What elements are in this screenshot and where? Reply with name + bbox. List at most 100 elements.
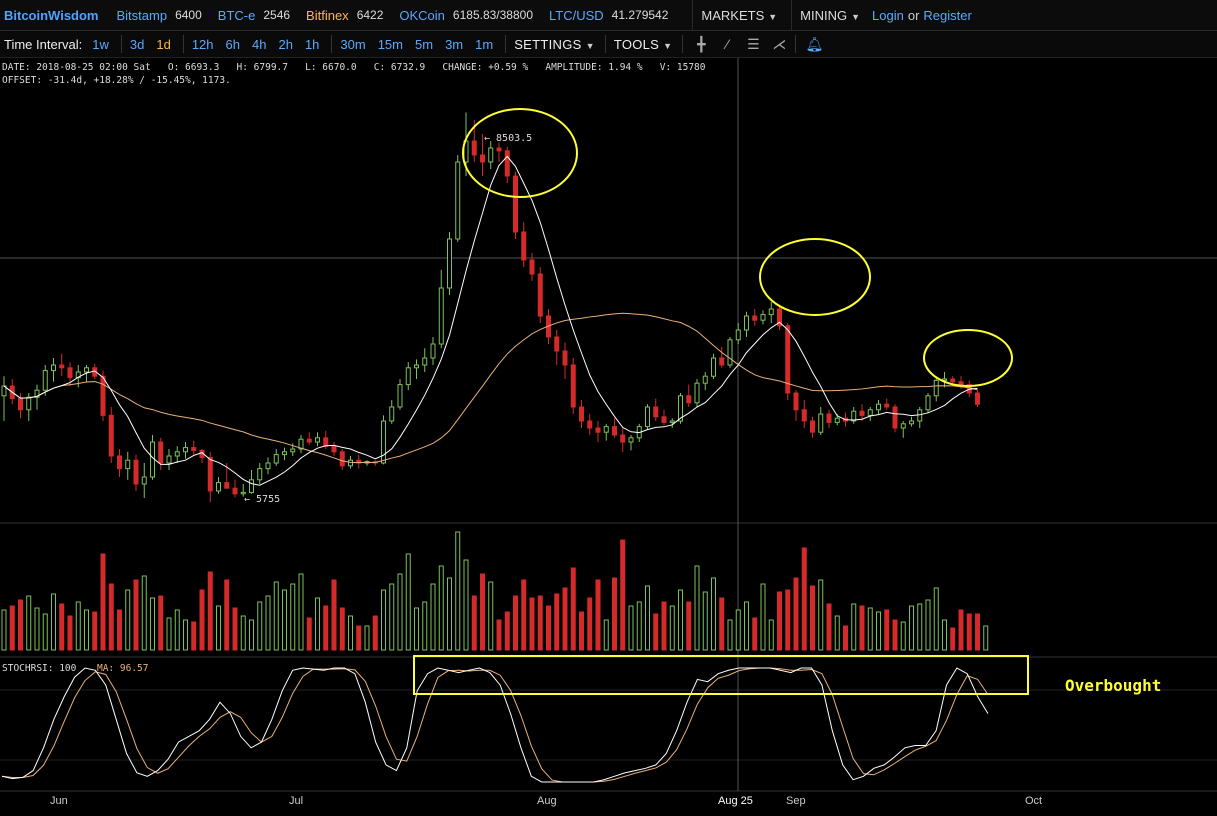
volume-bar (711, 577, 716, 651)
brand-logo[interactable]: BitcoinWisdom (4, 7, 99, 23)
interval-1d[interactable]: 1d (156, 36, 171, 52)
candle-body (84, 367, 89, 373)
candle-body (595, 427, 601, 433)
ticker-btce[interactable]: BTC-e 2546 (218, 8, 290, 23)
volume-bar (356, 625, 362, 651)
settings-menu[interactable]: SETTINGS ▼ (514, 37, 595, 52)
interval-15m[interactable]: 15m (377, 36, 403, 52)
ticker-name: Bitstamp (116, 7, 168, 23)
annotations (413, 108, 1029, 695)
fan-lines-icon[interactable]: ⋌ (772, 35, 787, 52)
candle-body (554, 336, 560, 352)
interval-2h[interactable]: 2h (278, 36, 293, 52)
ticker-ltcusd[interactable]: LTC/USD 41.279542 (549, 8, 668, 23)
candle-body (694, 382, 700, 404)
candle-body (909, 420, 914, 425)
volume-bar (430, 583, 436, 651)
interval-6h[interactable]: 6h (225, 36, 240, 52)
volume-bar (480, 573, 485, 651)
volume-bar (562, 587, 568, 651)
volume-bar (843, 625, 848, 651)
volume-bar (389, 583, 395, 651)
candle-body (422, 357, 428, 366)
volume-bar (966, 613, 972, 651)
x-axis-label: Aug 25 (718, 795, 753, 807)
volume-bar (678, 589, 683, 651)
tools-menu[interactable]: TOOLS ▼ (614, 37, 673, 52)
candle-body (108, 414, 114, 457)
interval-4h[interactable]: 4h (252, 36, 267, 52)
ohlc-info-panel: DATE: 2018-08-25 02:00 Sat O: 6693.3 H: … (2, 61, 706, 87)
candle-body (381, 420, 386, 464)
candle-body (59, 364, 65, 369)
login-link[interactable]: Login (872, 7, 904, 23)
mining-menu[interactable]: MINING ▼ (800, 8, 860, 23)
volume-bar (84, 609, 89, 651)
candle-body (323, 437, 329, 447)
volume-bar (810, 585, 815, 651)
bell-icon[interactable]: 🔔︎ (805, 35, 824, 52)
volume-bar (183, 619, 188, 651)
divider (604, 35, 606, 53)
candle-body (942, 378, 947, 381)
volume-bar (397, 573, 403, 651)
volume-bar (752, 617, 758, 651)
ticker-bitfinex[interactable]: Bitfinex 6422 (306, 8, 383, 23)
candle-body (653, 406, 659, 418)
volume-bar (537, 595, 543, 651)
stochrsi-label: STOCHRSI: 100 (2, 663, 77, 674)
chevron-down-icon: ▼ (585, 40, 595, 51)
interval-30m[interactable]: 30m (340, 36, 366, 52)
volume-bar (240, 615, 246, 651)
candle-body (744, 315, 749, 331)
candle-body (669, 420, 675, 423)
candle-body (100, 375, 106, 416)
candle-body (587, 420, 593, 429)
volume-bar (925, 599, 931, 651)
volume-bar (405, 553, 411, 651)
ticker-okcoin[interactable]: OKCoin 6185.83/38800 (399, 8, 533, 23)
candle-body (315, 437, 320, 443)
candle-body (620, 434, 626, 443)
register-link[interactable]: Register (923, 7, 972, 23)
trendline-icon[interactable]: ⁄ (726, 36, 729, 52)
volume-bar (249, 619, 254, 651)
candle-body (793, 392, 799, 411)
crosshair-icon[interactable]: ╋ (697, 35, 706, 52)
ticker-bitstamp[interactable]: Bitstamp 6400 (117, 8, 202, 23)
ticker-price: 6400 (175, 8, 202, 22)
volume-bar (744, 601, 749, 651)
volume-bar (59, 603, 65, 651)
volume-bar (793, 577, 799, 651)
candle-body (282, 451, 287, 456)
volume-bar (735, 609, 741, 651)
volume-bar (414, 607, 419, 651)
interval-1m[interactable]: 1m (475, 36, 494, 52)
interval-12h[interactable]: 12h (191, 36, 214, 52)
candle-body (570, 364, 576, 408)
volume-bar (496, 619, 502, 651)
candle-body (900, 423, 906, 429)
volume-bar (785, 589, 791, 651)
interval-3m[interactable]: 3m (445, 36, 464, 52)
interval-1h[interactable]: 1h (304, 36, 320, 52)
volume-bar (983, 625, 989, 651)
volume-bar (488, 581, 494, 651)
volume-bar (471, 595, 477, 651)
markets-menu[interactable]: MARKETS ▼ (701, 8, 777, 23)
divider (692, 0, 694, 30)
moving-averages (3, 155, 978, 486)
volume-bar (892, 619, 898, 651)
volume-bar (686, 601, 692, 651)
volume-bar (125, 589, 131, 651)
interval-3d[interactable]: 3d (129, 36, 145, 52)
volume-bar (950, 627, 956, 651)
candle-body (414, 364, 419, 369)
volume-bar (364, 625, 370, 651)
candle-body (397, 384, 403, 408)
volume-bar (909, 605, 914, 651)
interval-1w[interactable]: 1w (92, 36, 109, 52)
interval-5m[interactable]: 5m (415, 36, 434, 52)
horizontal-lines-icon[interactable]: ☰ (747, 35, 760, 52)
